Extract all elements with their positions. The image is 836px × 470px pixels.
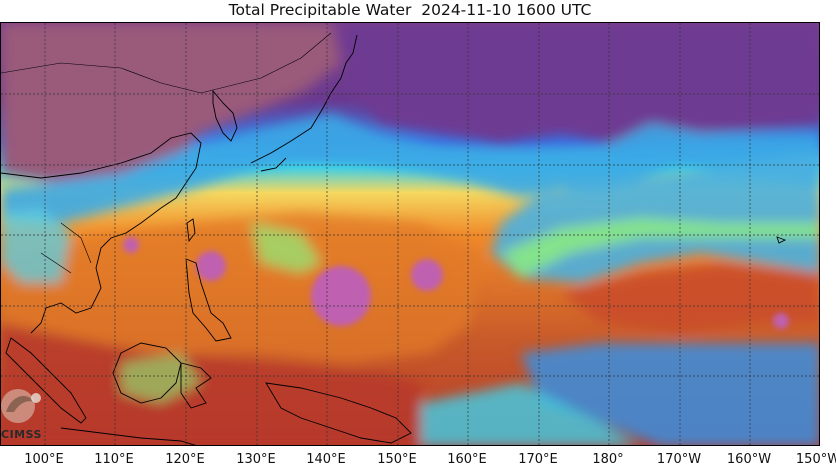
- coastline-borneo: [112, 342, 182, 404]
- lon-label-160e: 160°E: [447, 452, 487, 467]
- cyclone-core-2: [411, 259, 443, 291]
- lon-label-120e: 120°E: [165, 452, 205, 467]
- coastline-korea: [212, 89, 238, 142]
- cyclone-core-4: [123, 237, 139, 253]
- graticule: [1, 23, 819, 445]
- lon-label-150w: 150°W: [795, 452, 836, 467]
- coastline-philippines: [185, 258, 232, 342]
- coastline-sumatra: [5, 337, 87, 424]
- coastline-new-guinea: [265, 382, 412, 444]
- coastline-mainland-asia: [1, 132, 202, 334]
- cyclone-core-5: [773, 313, 789, 329]
- coastline-sulawesi: [180, 362, 212, 409]
- lon-label-170w: 170°W: [656, 452, 702, 467]
- map-title: Total Precipitable Water 2024-11-10 1600…: [228, 1, 592, 19]
- lon-label-110e: 110°E: [94, 452, 134, 467]
- lon-label-150e: 150°E: [377, 452, 417, 467]
- borders: [1, 32, 332, 274]
- lon-label-180: 180°: [592, 452, 624, 467]
- cimss-logo-icon: [0, 384, 46, 442]
- longitude-axis: 100°E 110°E 120°E 130°E 140°E 150°E 160°…: [0, 446, 836, 470]
- lon-label-170e: 170°E: [518, 452, 558, 467]
- moisture-structures: [1, 23, 819, 445]
- cimss-logo-text: CIMSS: [1, 428, 42, 441]
- lon-label-100e: 100°E: [24, 452, 64, 467]
- cyclone-core-1: [311, 266, 371, 326]
- coastline-mariana-islet: [776, 236, 787, 244]
- coastline-taiwan: [186, 218, 196, 243]
- lon-label-140e: 140°E: [306, 452, 346, 467]
- cyclone-core-3: [196, 251, 226, 281]
- lon-label-130e: 130°E: [236, 452, 276, 467]
- cyclone-cores: [123, 237, 789, 329]
- lon-label-160w: 160°W: [726, 452, 772, 467]
- coastline-java: [60, 427, 196, 445]
- tpw-map: [0, 22, 820, 446]
